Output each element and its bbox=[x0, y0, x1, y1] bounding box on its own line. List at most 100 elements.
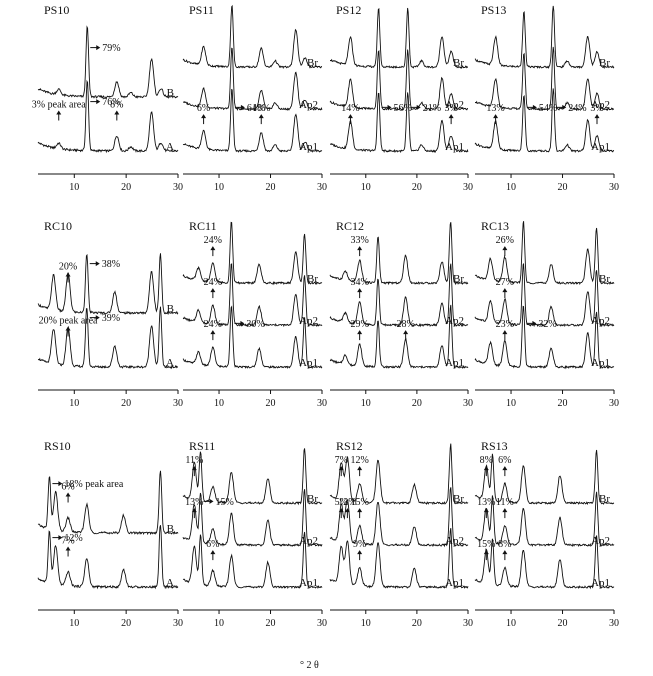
annotation-arrowhead bbox=[502, 330, 508, 335]
series-label-ap1: Ap1 bbox=[445, 577, 464, 589]
x-tick-label: 20 bbox=[266, 398, 276, 409]
series-label-a: A bbox=[166, 577, 174, 589]
x-tick-label: 10 bbox=[506, 618, 516, 629]
annotation-label: 8% bbox=[110, 100, 123, 111]
series-label-ap1: Ap1 bbox=[445, 357, 464, 369]
panel-rc11: 10 20 30 RC11 Ap1 Ap2 Br 24% 24% 24% 30% bbox=[182, 219, 327, 409]
annotation-label: 39% bbox=[102, 313, 120, 324]
series-line-ap2 bbox=[474, 491, 615, 547]
series-line-ap1 bbox=[182, 531, 323, 590]
annotation-arrowhead bbox=[58, 535, 63, 541]
annotation-label: 6% bbox=[206, 539, 219, 550]
panel-title: PS12 bbox=[336, 3, 361, 17]
annotation-label: 34% bbox=[350, 277, 368, 288]
x-tick-label: 30 bbox=[609, 618, 619, 629]
annotation-label: 13% bbox=[486, 103, 504, 114]
annotation-arrowhead bbox=[210, 330, 216, 335]
annotation-arrowhead bbox=[96, 45, 101, 51]
series-label-br: Br bbox=[599, 493, 610, 505]
x-tick-label: 20 bbox=[412, 398, 422, 409]
annotation-arrowhead bbox=[96, 99, 101, 105]
series-label-br: Br bbox=[307, 273, 318, 285]
annotation-label: 24% bbox=[204, 277, 222, 288]
series-line-b bbox=[37, 25, 179, 99]
panel-ps13: 10 20 30 PS13 Ap1 Ap2 Br 13% 54% 24% 3% bbox=[474, 3, 619, 193]
annotation-label: 23% bbox=[496, 319, 514, 330]
panel-ps10: 10 20 30 PS10 A B 79% 76%8% 3% peak area bbox=[32, 3, 183, 193]
series-label-br: Br bbox=[453, 57, 464, 69]
annotation-arrowhead bbox=[56, 110, 62, 115]
panel-title: RC12 bbox=[336, 219, 364, 233]
annotation-label: 6% bbox=[197, 103, 210, 114]
panel-title: PS11 bbox=[189, 3, 214, 17]
x-tick-label: 30 bbox=[463, 618, 473, 629]
series-label-ap2: Ap2 bbox=[299, 99, 318, 111]
series-line-a bbox=[37, 525, 179, 590]
x-tick-label: 20 bbox=[558, 398, 568, 409]
panel-title: RC11 bbox=[189, 219, 217, 233]
annotation-label: 6% bbox=[61, 482, 74, 493]
annotation-label: 26% bbox=[496, 235, 514, 246]
series-label-br: Br bbox=[307, 493, 318, 505]
x-tick-label: 20 bbox=[121, 182, 131, 193]
annotation-arrowhead bbox=[448, 114, 454, 119]
annotation-label: 13% bbox=[477, 497, 495, 508]
annotation-label: 21% bbox=[423, 103, 441, 114]
annotation-label: 15% bbox=[477, 539, 495, 550]
x-tick-label: 10 bbox=[361, 398, 371, 409]
annotation-arrowhead bbox=[387, 104, 392, 110]
annotation-label: 5% bbox=[335, 497, 348, 508]
annotation-arrowhead bbox=[65, 272, 71, 277]
series-line-ap2 bbox=[329, 487, 469, 548]
x-tick-label: 20 bbox=[412, 618, 422, 629]
x-tick-label: 30 bbox=[317, 398, 327, 409]
panel-rs11: 10 20 30 RS11 Ap1 Ap2 Br 11% 13% 15% 6% bbox=[182, 439, 327, 629]
series-label-br: Br bbox=[307, 57, 318, 69]
panel-rc12: 10 20 30 RC12 Ap1 Ap2 Br 33% 34% 29% 28% bbox=[329, 219, 473, 409]
series-label-ap1: Ap1 bbox=[299, 577, 318, 589]
series-line-ap2 bbox=[183, 47, 323, 112]
series-line-br bbox=[474, 449, 615, 506]
panel-title: PS10 bbox=[44, 3, 69, 17]
annotation-arrowhead bbox=[210, 246, 216, 251]
series-label-br: Br bbox=[453, 493, 464, 505]
annotation-arrowhead bbox=[562, 104, 567, 110]
x-tick-label: 20 bbox=[558, 618, 568, 629]
x-tick-label: 10 bbox=[214, 182, 224, 193]
x-tick-label: 30 bbox=[173, 618, 183, 629]
series-line-b bbox=[37, 253, 179, 316]
annotation-label: 11% bbox=[185, 455, 203, 466]
annotation-label: 18% peak area bbox=[64, 479, 123, 490]
annotation-arrowhead bbox=[532, 320, 537, 326]
series-line-br bbox=[182, 4, 323, 69]
x-tick-label: 10 bbox=[506, 398, 516, 409]
annotation-arrowhead bbox=[65, 492, 71, 497]
series-line-ap2 bbox=[182, 489, 323, 547]
annotation-label: 8% bbox=[498, 539, 511, 550]
x-tick-label: 10 bbox=[506, 182, 516, 193]
series-line-br bbox=[182, 448, 323, 506]
series-label-ap2: Ap2 bbox=[591, 315, 610, 327]
annotation-label: 30% bbox=[246, 319, 264, 330]
series-label-b: B bbox=[167, 87, 174, 99]
x-tick-label: 30 bbox=[463, 182, 473, 193]
annotation-label: 79% bbox=[102, 43, 120, 54]
x-tick-label: 30 bbox=[173, 398, 183, 409]
annotation-label: 12% bbox=[64, 533, 82, 544]
series-line-br bbox=[329, 443, 469, 506]
panel-rc10: 10 20 30 RC10 A B 20% 38% 20% peak area 39% bbox=[37, 219, 183, 409]
x-tick-label: 20 bbox=[558, 182, 568, 193]
series-line-a bbox=[37, 79, 179, 154]
series-line-br bbox=[330, 7, 469, 70]
x-tick-label: 30 bbox=[609, 182, 619, 193]
panel-title: PS13 bbox=[481, 3, 506, 17]
annotation-arrowhead bbox=[532, 104, 537, 110]
annotation-arrowhead bbox=[357, 508, 363, 513]
series-line-ap1 bbox=[182, 88, 323, 153]
annotation-arrowhead bbox=[357, 246, 363, 251]
annotation-arrowhead bbox=[502, 466, 508, 471]
panel-title: RS13 bbox=[481, 439, 508, 453]
annotation-label: 18% bbox=[252, 103, 270, 114]
